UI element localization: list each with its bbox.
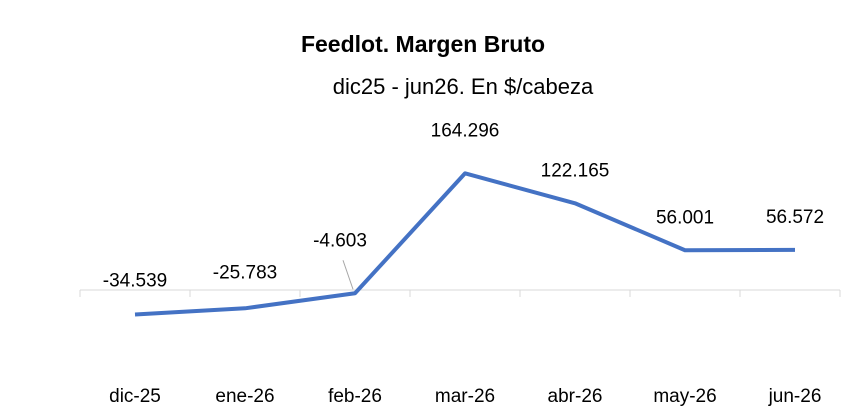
- data-label: 122.165: [541, 160, 610, 181]
- data-label: -25.783: [213, 262, 277, 283]
- chart-subtitle: dic25 - jun26. En $/cabeza: [333, 74, 594, 99]
- data-label: 164.296: [431, 120, 500, 141]
- data-label: 56.001: [656, 207, 714, 228]
- x-tick-label: dic-25: [109, 386, 161, 407]
- data-line: [134, 171, 796, 317]
- x-tick-label: may-26: [653, 386, 716, 407]
- x-tick-label: mar-26: [435, 386, 495, 407]
- data-label: -34.539: [103, 271, 167, 292]
- data-label: -4.603: [313, 230, 367, 251]
- data-label: 56.572: [766, 207, 824, 228]
- x-tick-label: feb-26: [328, 386, 382, 407]
- leader-line: [342, 260, 354, 290]
- x-tick-label: ene-26: [215, 386, 274, 407]
- chart-title: Feedlot. Margen Bruto: [301, 31, 545, 57]
- x-tick-label: abr-26: [548, 386, 603, 407]
- x-tick-label: jun-26: [768, 386, 822, 407]
